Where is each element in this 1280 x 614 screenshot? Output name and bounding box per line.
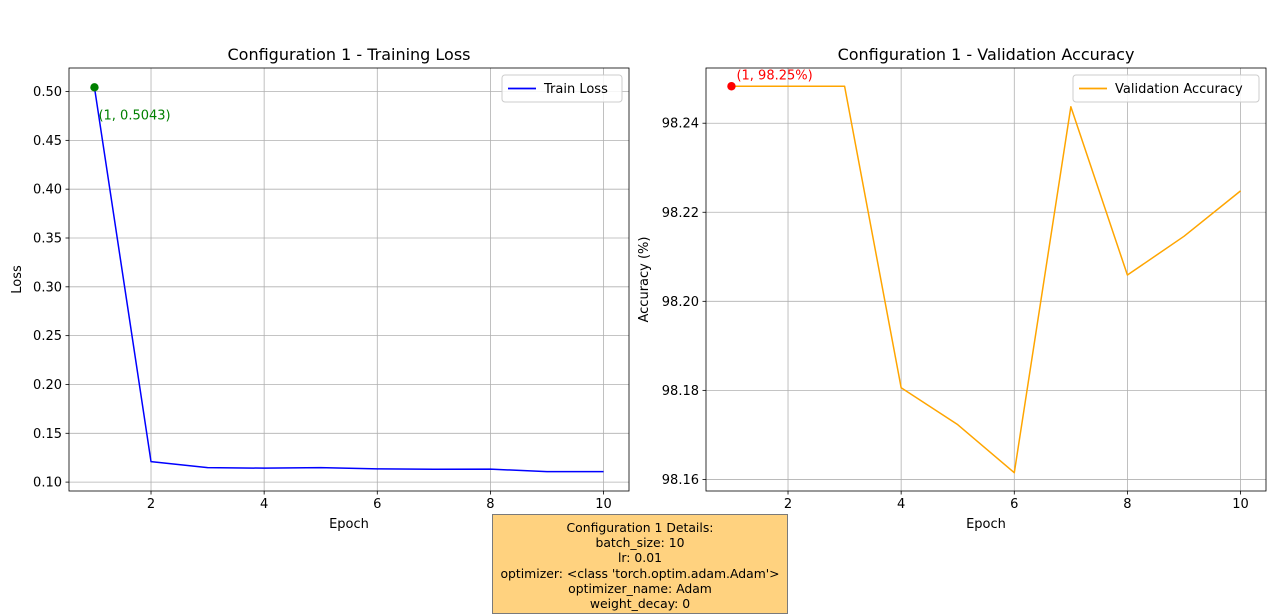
x-tick-label: 4 bbox=[260, 497, 268, 512]
details-line: weight_decay: 0 bbox=[589, 596, 691, 612]
y-tick-label: 98.18 bbox=[662, 384, 699, 399]
chart-title: Configuration 1 - Training Loss bbox=[227, 45, 470, 64]
details-line: lr: 0.01 bbox=[617, 550, 663, 566]
y-tick-label: 0.10 bbox=[33, 476, 62, 491]
configuration-details-box: Configuration 1 Details: batch_size: 10 … bbox=[492, 514, 788, 614]
y-tick-label: 0.35 bbox=[33, 232, 62, 247]
annotation-marker bbox=[727, 82, 736, 91]
x-axis-label: Epoch bbox=[966, 517, 1006, 532]
y-tick-label: 0.40 bbox=[33, 183, 62, 198]
x-tick-label: 2 bbox=[784, 497, 792, 512]
legend-box bbox=[1072, 74, 1260, 103]
x-tick-label: 10 bbox=[595, 497, 612, 512]
y-tick-label: 0.25 bbox=[33, 329, 62, 344]
details-line: optimizer: <class 'torch.optim.adam.Adam… bbox=[500, 565, 780, 581]
annotation-marker bbox=[90, 83, 99, 92]
annotation-label: (1, 98.25%) bbox=[736, 68, 812, 83]
details-line: Configuration 1 Details: bbox=[566, 520, 714, 535]
y-tick-label: 0.45 bbox=[33, 134, 62, 149]
y-tick-label: 0.20 bbox=[33, 378, 62, 393]
y-tick-label: 98.16 bbox=[662, 473, 699, 488]
details-line: optimizer_name: Adam bbox=[568, 580, 712, 596]
x-tick-label: 8 bbox=[486, 497, 494, 512]
x-tick-label: 6 bbox=[373, 497, 381, 512]
legend-box bbox=[501, 74, 623, 103]
legend-label: Validation Accuracy bbox=[1115, 82, 1243, 97]
x-axis-label: Epoch bbox=[329, 517, 369, 532]
details-line: batch_size: 10 bbox=[595, 535, 685, 551]
axes-frame bbox=[68, 67, 630, 492]
x-tick-label: 10 bbox=[1232, 497, 1249, 512]
y-axis-label: Loss bbox=[10, 265, 25, 294]
y-tick-label: 0.30 bbox=[33, 280, 62, 295]
x-tick-label: 2 bbox=[147, 497, 155, 512]
y-tick-label: 98.24 bbox=[662, 117, 699, 132]
x-tick-label: 6 bbox=[1010, 497, 1018, 512]
y-tick-label: 98.20 bbox=[662, 295, 699, 310]
x-tick-label: 8 bbox=[1123, 497, 1131, 512]
chart-title: Configuration 1 - Validation Accuracy bbox=[838, 45, 1135, 64]
legend-label: Train Loss bbox=[543, 82, 608, 97]
y-tick-label: 0.15 bbox=[33, 427, 62, 442]
y-tick-label: 98.22 bbox=[662, 206, 699, 221]
x-tick-label: 4 bbox=[897, 497, 905, 512]
axes-frame bbox=[705, 67, 1267, 492]
series-line bbox=[93, 87, 604, 473]
series-line bbox=[731, 85, 1242, 474]
y-axis-label: Accuracy (%) bbox=[637, 237, 652, 323]
y-tick-label: 0.50 bbox=[33, 85, 62, 100]
annotation-label: (1, 0.5043) bbox=[98, 108, 170, 123]
